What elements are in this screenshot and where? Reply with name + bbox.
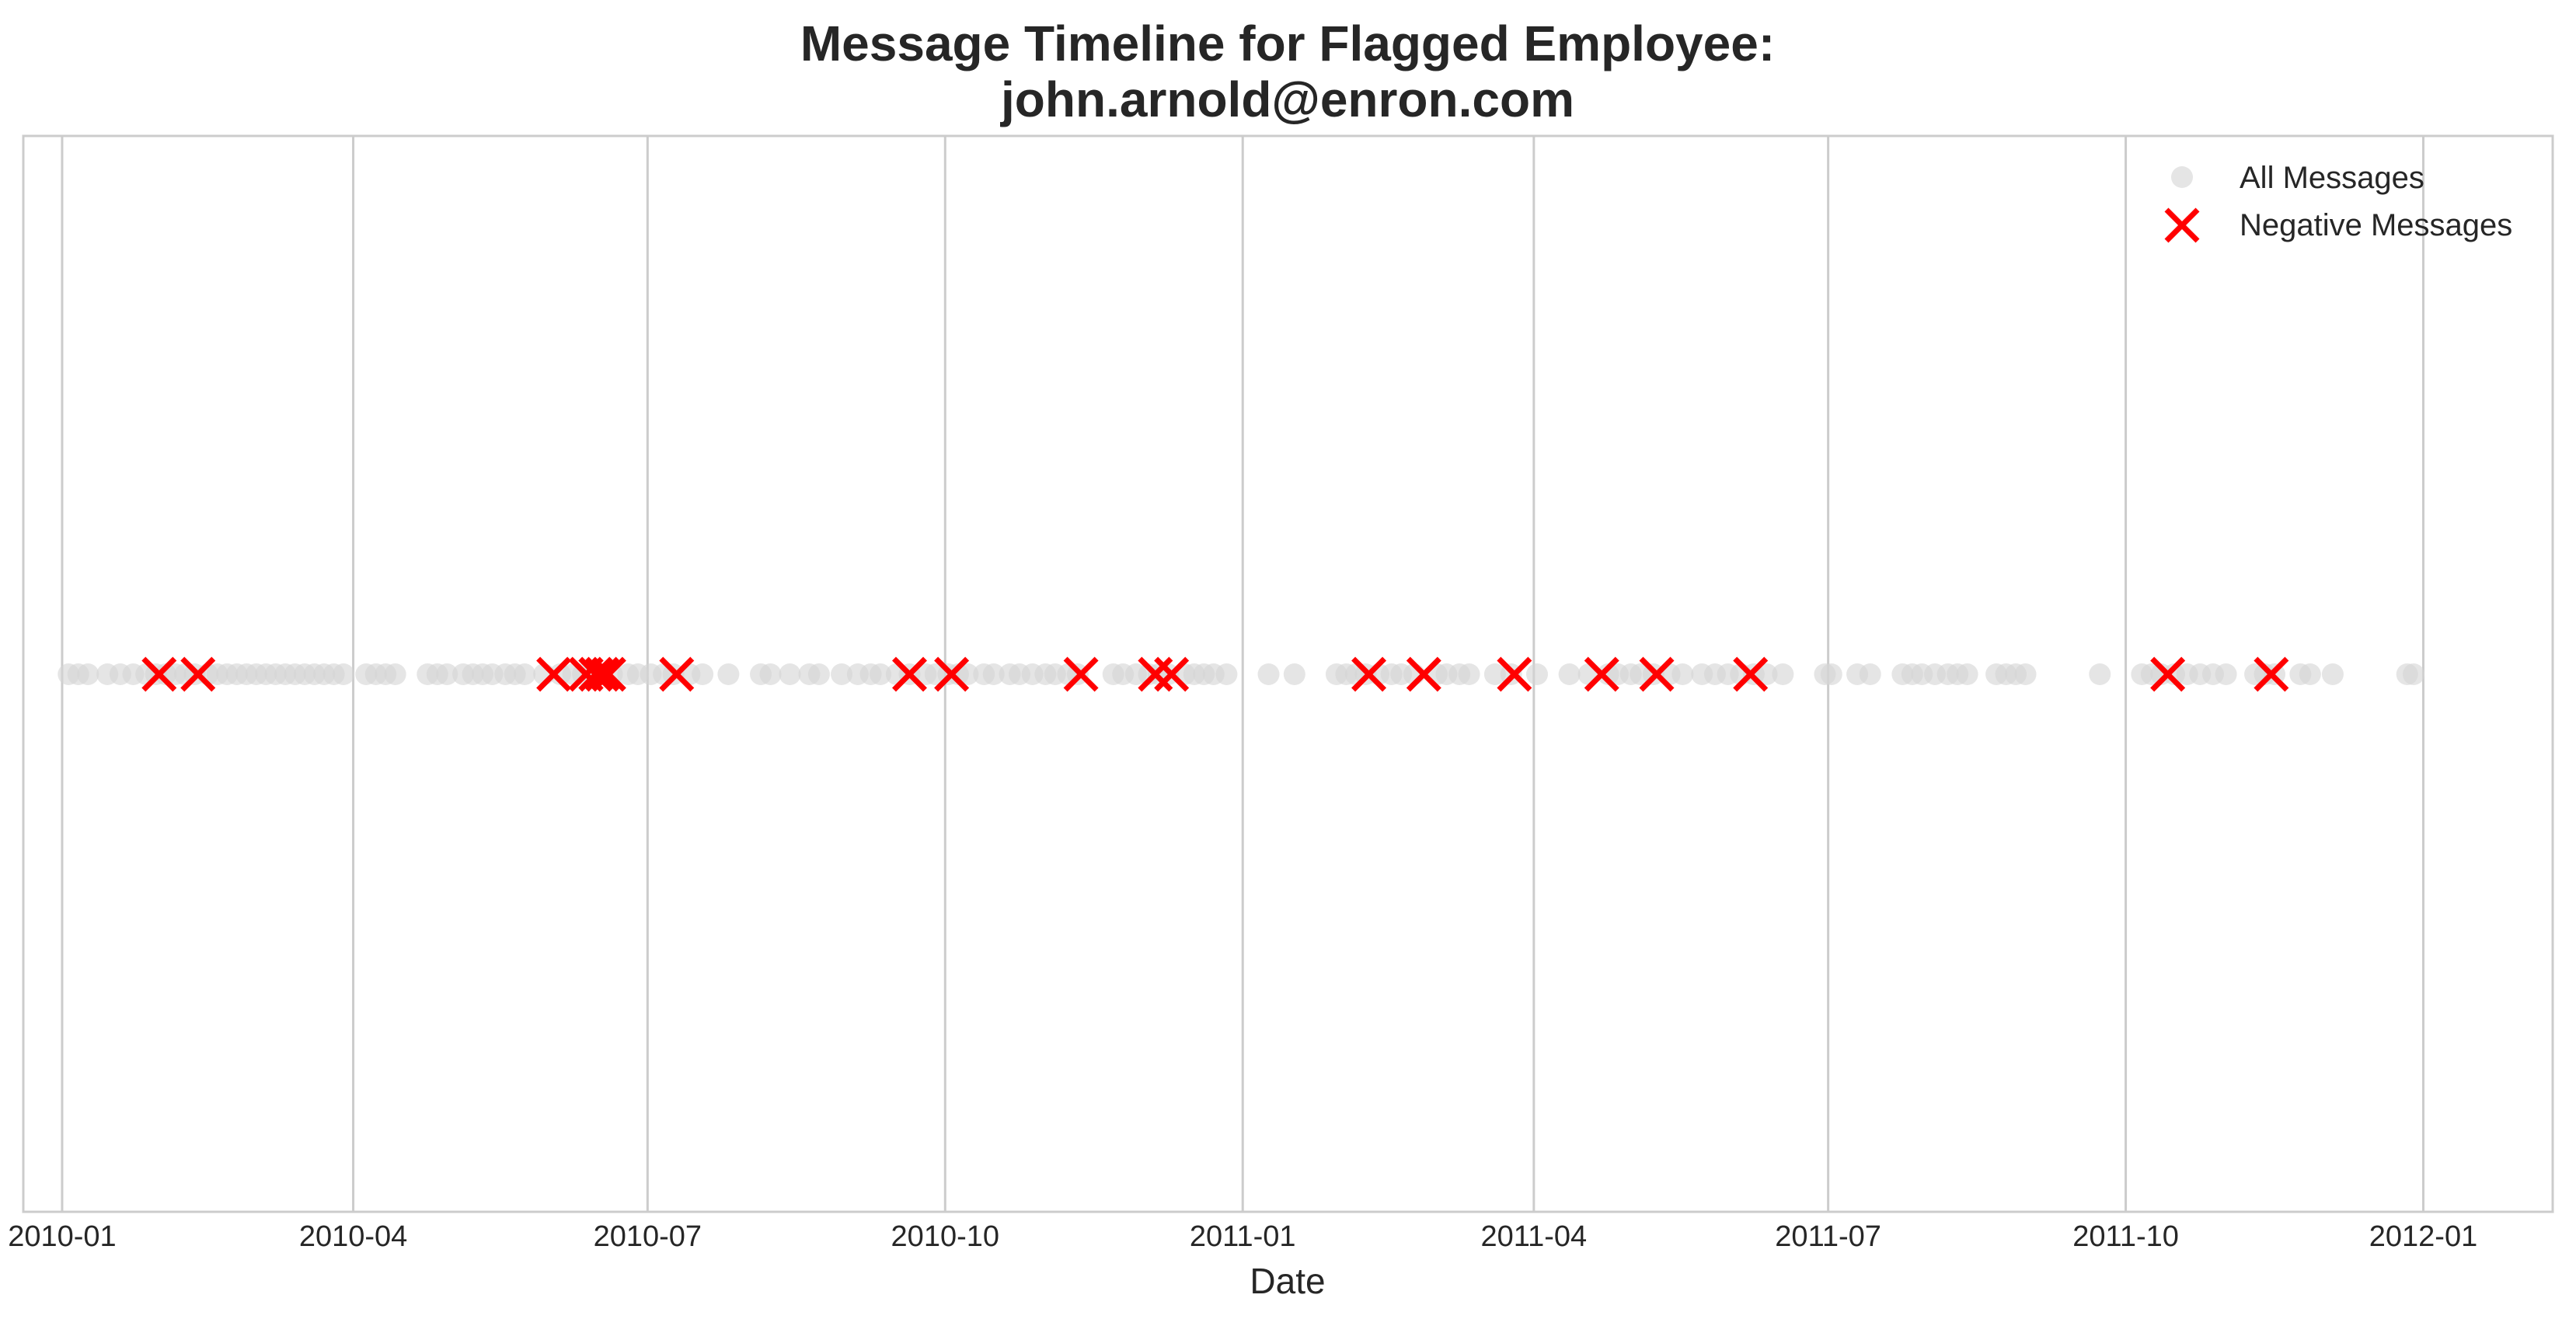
x-tick-label: 2011-01 xyxy=(1190,1220,1296,1253)
message-point xyxy=(1283,663,1305,685)
negative-message-marker xyxy=(584,656,620,692)
x-tick-label: 2011-04 xyxy=(1481,1220,1588,1253)
message-point xyxy=(1257,663,1280,685)
negative-message-marker xyxy=(1639,656,1675,692)
message-point xyxy=(1820,663,1842,685)
message-point xyxy=(1956,663,1978,685)
message-point xyxy=(1558,663,1581,685)
message-point xyxy=(2403,663,2425,685)
message-point xyxy=(692,663,714,685)
negative-message-marker xyxy=(141,656,177,692)
x-tick-label: 2011-10 xyxy=(2072,1220,2179,1253)
negative-message-marker xyxy=(1406,656,1441,692)
message-point xyxy=(1483,663,1506,685)
x-tick-label: 2012-01 xyxy=(2369,1220,2477,1253)
message-point xyxy=(717,663,740,685)
negative-message-marker xyxy=(1154,656,1190,692)
negative-message-marker xyxy=(1733,656,1769,692)
message-point xyxy=(2299,663,2321,685)
message-point xyxy=(2321,663,2344,685)
x-tick-label: 2010-04 xyxy=(299,1220,407,1253)
legend-negative-messages-label: Negative Messages xyxy=(2240,208,2512,242)
message-point xyxy=(759,663,782,685)
message-point xyxy=(1215,663,1238,685)
message-point xyxy=(2014,663,2037,685)
message-point xyxy=(870,663,892,685)
x-tick-label: 2010-07 xyxy=(594,1220,702,1253)
message-point xyxy=(779,663,801,685)
negative-message-marker xyxy=(659,656,695,692)
message-point xyxy=(2215,663,2237,685)
negative-message-marker xyxy=(2254,656,2289,692)
negative-message-marker xyxy=(1063,656,1099,692)
message-point xyxy=(384,663,406,685)
message-point xyxy=(807,663,830,685)
legend-negative-messages-marker xyxy=(2164,207,2200,243)
negative-message-marker xyxy=(892,656,927,692)
legend-all-messages-label: All Messages xyxy=(2240,161,2424,195)
negative-message-marker xyxy=(2150,656,2186,692)
message-point xyxy=(982,663,1005,685)
negative-message-marker xyxy=(1584,656,1619,692)
legend: All Messages Negative Messages xyxy=(2164,161,2512,243)
message-point xyxy=(1772,663,1794,685)
message-point xyxy=(957,663,979,685)
message-point xyxy=(2089,663,2111,685)
x-tick-label: 2011-07 xyxy=(1775,1220,1881,1253)
negative-message-marker xyxy=(591,656,626,692)
message-point xyxy=(1526,663,1549,685)
message-point xyxy=(77,663,99,685)
plot-frame xyxy=(22,134,2554,1213)
negative-message-marker xyxy=(180,656,216,692)
message-point xyxy=(1755,663,1778,685)
chart-title-line-2: john.arnold@enron.com xyxy=(1000,71,1574,127)
message-point xyxy=(1458,663,1480,685)
message-point xyxy=(514,663,536,685)
legend-all-messages-marker xyxy=(2171,166,2193,188)
negative-message-marker xyxy=(536,656,572,692)
x-tick-label: 2010-01 xyxy=(8,1220,116,1253)
negative-message-marker xyxy=(1138,656,1173,692)
negative-message-marker xyxy=(1497,656,1532,692)
message-point xyxy=(333,663,355,685)
x-tick-labels: 2010-01 2010-04 2010-07 2010-10 2011-01 2011-… xyxy=(8,1220,2477,1253)
x-tick-label: 2010-10 xyxy=(891,1220,999,1253)
message-point xyxy=(831,663,853,685)
negative-message-marker xyxy=(934,656,970,692)
message-point xyxy=(1859,663,1881,685)
negative-message-marker xyxy=(1351,656,1387,692)
negative-messages-markers xyxy=(141,656,2289,692)
x-axis-label: Date xyxy=(1250,1261,1325,1301)
message-point xyxy=(1671,663,1694,685)
chart-title-line-1: Message Timeline for Flagged Employee: xyxy=(800,16,1775,71)
negative-message-marker xyxy=(578,656,614,692)
message-point xyxy=(436,663,458,685)
